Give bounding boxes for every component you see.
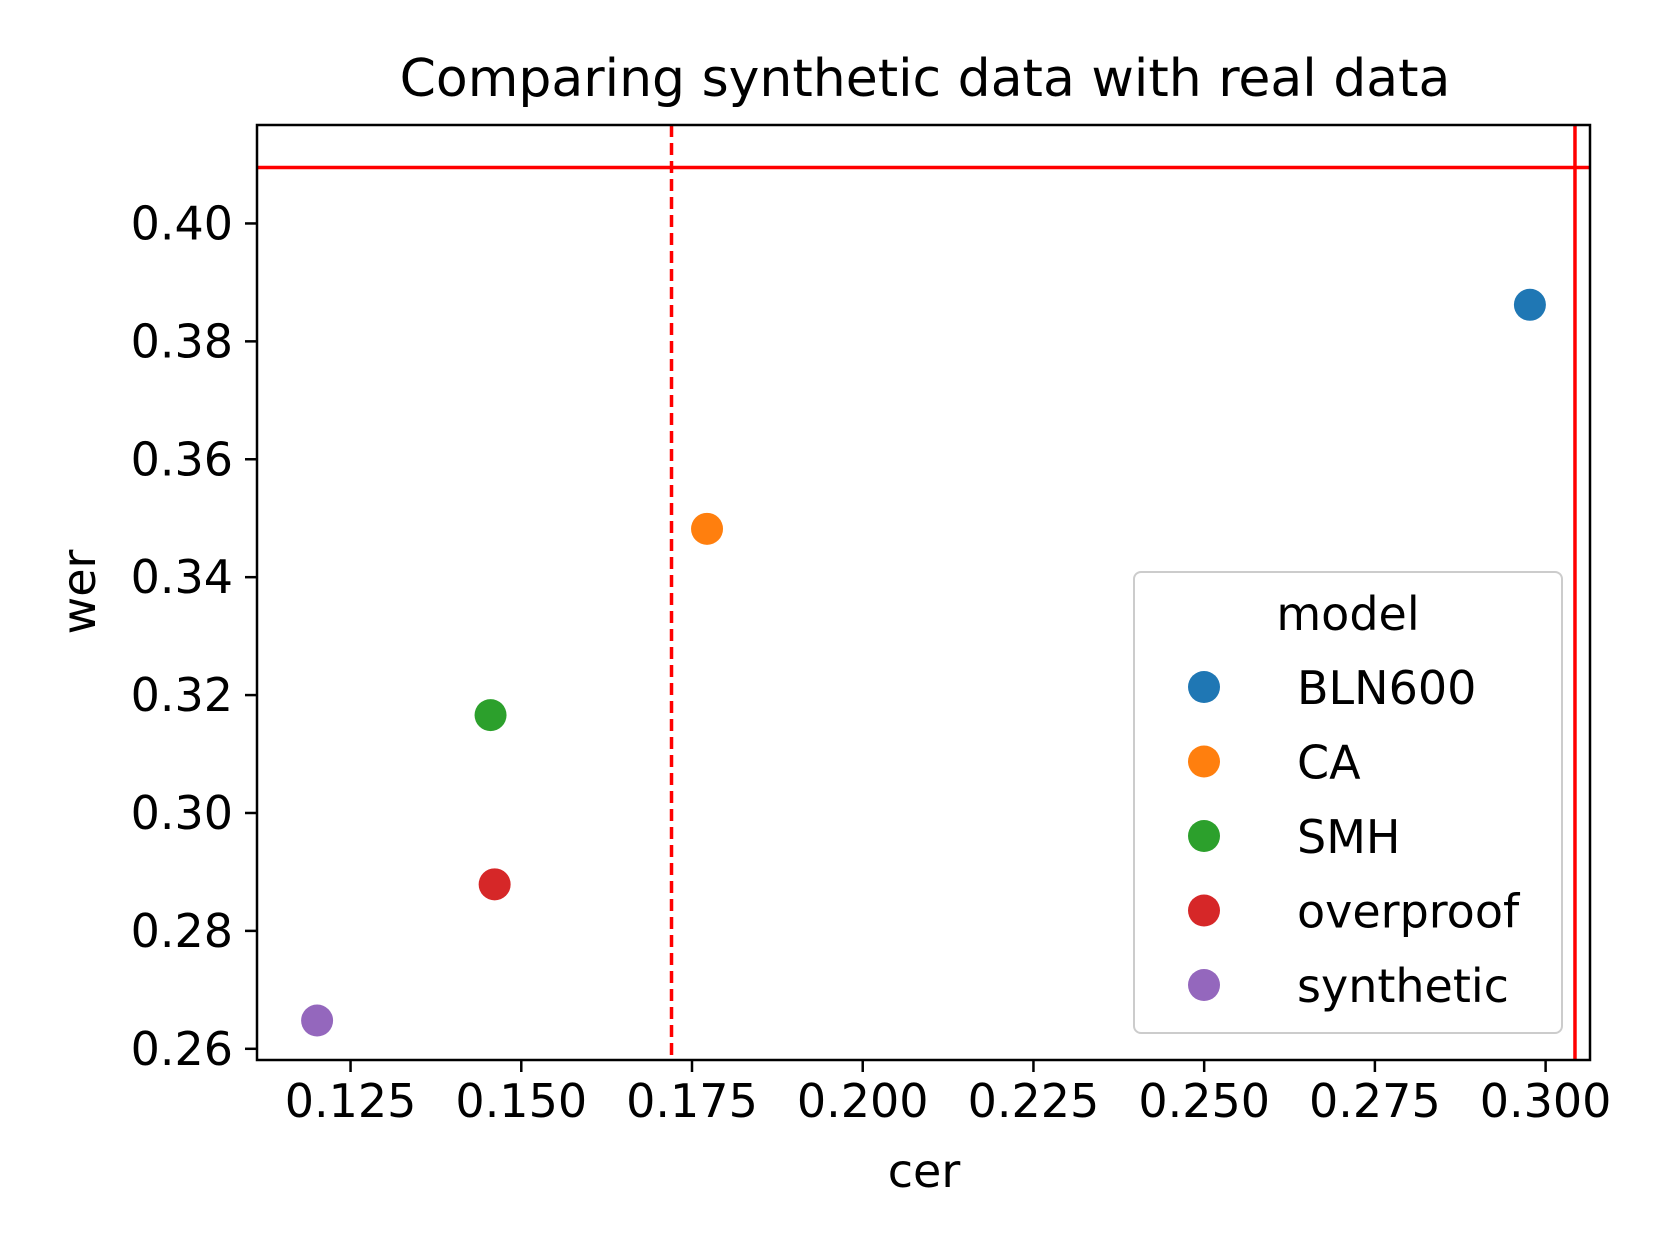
legend-label-smh: SMH [1297, 810, 1400, 864]
plot-frame [255, 123, 1592, 1062]
legend-label-synthetic: synthetic [1297, 959, 1509, 1013]
chart-title: Comparing synthetic data with real data [400, 49, 1451, 109]
y-tick-label: 0.36 [131, 432, 233, 486]
x-tick-label: 0.300 [1480, 1074, 1612, 1128]
y-tick-label: 0.28 [131, 904, 233, 958]
legend-marker-bln600 [1188, 671, 1220, 703]
legend-label-ca: CA [1297, 736, 1361, 790]
legend-marker-smh [1188, 820, 1220, 852]
x-tick-label: 0.250 [1138, 1074, 1270, 1128]
point-bln600 [1513, 288, 1546, 321]
x-axis-ticks: 0.125 0.150 0.175 0.200 0.225 0.250 0.275 0.300 [285, 1060, 1612, 1128]
legend-marker-ca [1188, 745, 1220, 778]
data-points [301, 288, 1546, 1037]
point-ca [691, 512, 724, 545]
x-tick-label: 0.275 [1309, 1074, 1441, 1128]
x-axis-label: cer [888, 1144, 961, 1198]
legend-title: model [1276, 587, 1419, 641]
x-tick-label: 0.150 [455, 1074, 587, 1128]
x-tick-label: 0.200 [797, 1074, 929, 1128]
legend-label-overproof: overproof [1297, 885, 1521, 939]
y-tick-label: 0.32 [131, 668, 233, 722]
legend-marker-synthetic [1188, 969, 1220, 1001]
legend-frame [1133, 571, 1563, 1034]
y-axis-label: wer [52, 549, 106, 634]
point-smh [474, 699, 507, 732]
x-tick-label: 0.175 [626, 1074, 758, 1128]
y-tick-label: 0.26 [131, 1022, 233, 1076]
x-tick-label: 0.125 [285, 1074, 417, 1128]
reference-lines [257, 125, 1590, 1060]
legend-entries: BLN600 CA SMH overproof synthetic [1188, 661, 1521, 1013]
legend: model BLN600 CA SMH overproof synthetic [1133, 571, 1563, 1034]
point-overproof [478, 868, 511, 901]
y-axis-ticks: 0.26 0.28 0.30 0.32 0.34 0.36 0.38 0.40 [131, 196, 257, 1076]
y-tick-label: 0.34 [131, 550, 233, 604]
point-synthetic [301, 1004, 334, 1037]
y-tick-label: 0.38 [131, 314, 233, 368]
y-tick-label: 0.40 [131, 196, 233, 250]
legend-marker-overproof [1188, 894, 1220, 927]
x-tick-label: 0.225 [968, 1074, 1100, 1128]
y-tick-label: 0.30 [131, 786, 233, 840]
legend-label-bln600: BLN600 [1297, 661, 1476, 715]
